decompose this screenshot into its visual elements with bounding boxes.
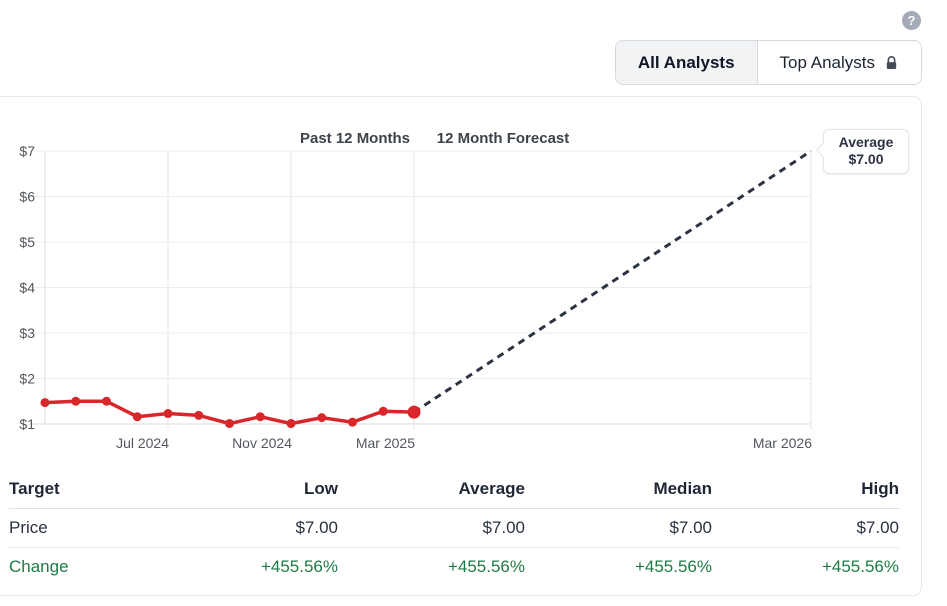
analyst-toggle: All Analysts Top Analysts: [614, 40, 922, 85]
chart-canvas: $1 $2 $3 $4 $5 $6 $7 Jul 2024 Nov 2024 Mar 2025 Ma…: [19, 130, 812, 451]
top-analysts-button[interactable]: Top Analysts: [757, 41, 921, 84]
header-average: Average: [338, 473, 525, 509]
history-point: [132, 412, 142, 422]
y-tick-label: $6: [19, 189, 35, 205]
price-average: $7.00: [338, 508, 525, 548]
y-tick-label: $1: [19, 416, 35, 432]
toggle-divider: [756, 41, 758, 84]
history-point: [194, 410, 204, 420]
history-point: [71, 396, 81, 406]
price-target-chart: $1 $2 $3 $4 $5 $6 $7 Jul 2024 Nov 2024 Mar 2025 Ma…: [0, 97, 921, 465]
price-high: $7.00: [712, 508, 899, 548]
change-low: +455.56%: [260, 557, 338, 576]
average-tooltip: Average $7.00: [815, 129, 909, 174]
forecast-title: 12 Month Forecast: [437, 130, 570, 147]
top-analysts-label: Top Analysts: [779, 52, 875, 72]
targets-table: Target Low Average Median High Price $7.…: [9, 473, 899, 586]
x-tick-label: Mar 2025: [356, 435, 415, 451]
change-label: Change: [9, 557, 69, 576]
past-12-months-title: Past 12 Months: [300, 130, 410, 147]
forecast-card: $1 $2 $3 $4 $5 $6 $7 Jul 2024 Nov 2024 Mar 2025 Ma…: [0, 96, 922, 596]
current-price-point: [407, 405, 421, 419]
history-point: [378, 406, 388, 416]
table-header-row: Target Low Average Median High: [9, 473, 899, 509]
change-median: +455.56%: [634, 557, 712, 576]
header-low: Low: [151, 473, 338, 509]
x-tick-label: Jul 2024: [116, 435, 169, 451]
history-point: [163, 409, 173, 419]
x-tick-label: Nov 2024: [232, 435, 292, 451]
history-point: [225, 419, 234, 429]
y-tick-label: $3: [19, 325, 35, 341]
history-point: [286, 419, 296, 429]
history-point: [40, 398, 50, 408]
history-point: [317, 413, 327, 423]
table-row-change: Change +455.56% +455.56% +455.56% +455.5…: [9, 548, 899, 587]
x-tick-label: Mar 2026: [753, 435, 812, 451]
history-point: [348, 417, 357, 427]
history-point: [102, 396, 111, 406]
history-point: [255, 412, 265, 422]
y-tick-label: $4: [19, 280, 35, 296]
price-label: Price: [9, 508, 151, 548]
help-icon[interactable]: ?: [902, 11, 921, 30]
tooltip-title: Average: [838, 134, 894, 150]
y-tick-label: $2: [19, 371, 35, 387]
change-average: +455.56%: [447, 557, 525, 576]
all-analysts-label: All Analysts: [637, 52, 735, 72]
forecast-dashed-line: [413, 149, 812, 414]
table-row-price: Price $7.00 $7.00 $7.00 $7.00: [9, 508, 899, 548]
lock-icon: [884, 55, 899, 71]
all-analysts-button[interactable]: All Analysts: [615, 41, 757, 84]
header-high: High: [712, 473, 899, 509]
header-median: Median: [525, 473, 712, 509]
y-tick-label: $5: [19, 234, 35, 250]
y-tick-label: $7: [19, 143, 35, 159]
tooltip-value: $7.00: [848, 151, 884, 167]
price-median: $7.00: [525, 508, 712, 548]
price-low: $7.00: [151, 508, 338, 548]
change-high: +455.56%: [821, 557, 899, 576]
header-target: Target: [9, 473, 151, 509]
